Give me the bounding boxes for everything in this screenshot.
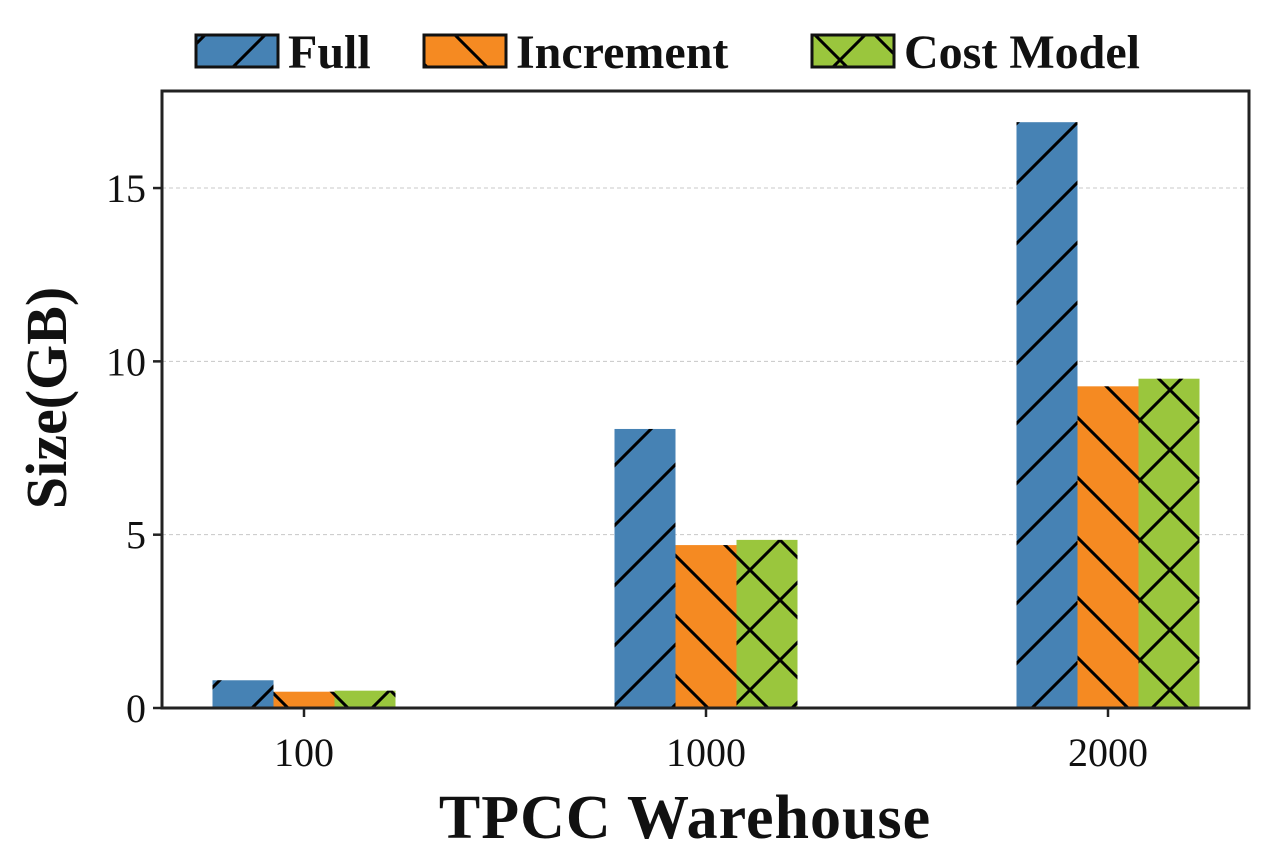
bar-cost-model-2000 bbox=[1138, 378, 1200, 708]
x-tick-label: 100 bbox=[274, 730, 334, 775]
bar-full-1000 bbox=[614, 428, 676, 708]
legend-label: Increment bbox=[516, 26, 728, 79]
bar-increment-100 bbox=[273, 691, 335, 708]
y-tick-label: 10 bbox=[106, 339, 146, 384]
legend-item-cost-model: Cost Model bbox=[810, 26, 1140, 79]
y-axis-ticks: 0 5 10 15 bbox=[106, 166, 162, 731]
legend: Full Increment Cost Model bbox=[194, 26, 1140, 79]
legend-label: Full bbox=[288, 26, 371, 79]
bar-cost-model-100 bbox=[334, 690, 396, 708]
legend-label: Cost Model bbox=[904, 26, 1140, 79]
bars bbox=[212, 122, 1200, 708]
legend-item-full: Full bbox=[194, 26, 371, 79]
x-tick-label: 2000 bbox=[1068, 730, 1148, 775]
bar-increment-1000 bbox=[675, 545, 737, 708]
x-axis-ticks: 100 1000 2000 bbox=[274, 708, 1148, 775]
bar-cost-model-1000 bbox=[736, 539, 798, 708]
y-tick-label: 15 bbox=[106, 166, 146, 211]
x-tick-label: 1000 bbox=[666, 730, 746, 775]
y-tick-label: 5 bbox=[126, 513, 146, 558]
x-axis-title: TPCC Warehouse bbox=[439, 784, 931, 852]
legend-item-increment: Increment bbox=[422, 26, 728, 79]
y-axis-title: Size(GB) bbox=[14, 287, 79, 509]
bar-full-2000 bbox=[1016, 122, 1078, 708]
bar-increment-2000 bbox=[1077, 386, 1139, 708]
bar-full-100 bbox=[212, 680, 274, 708]
y-tick-label: 0 bbox=[126, 686, 146, 731]
